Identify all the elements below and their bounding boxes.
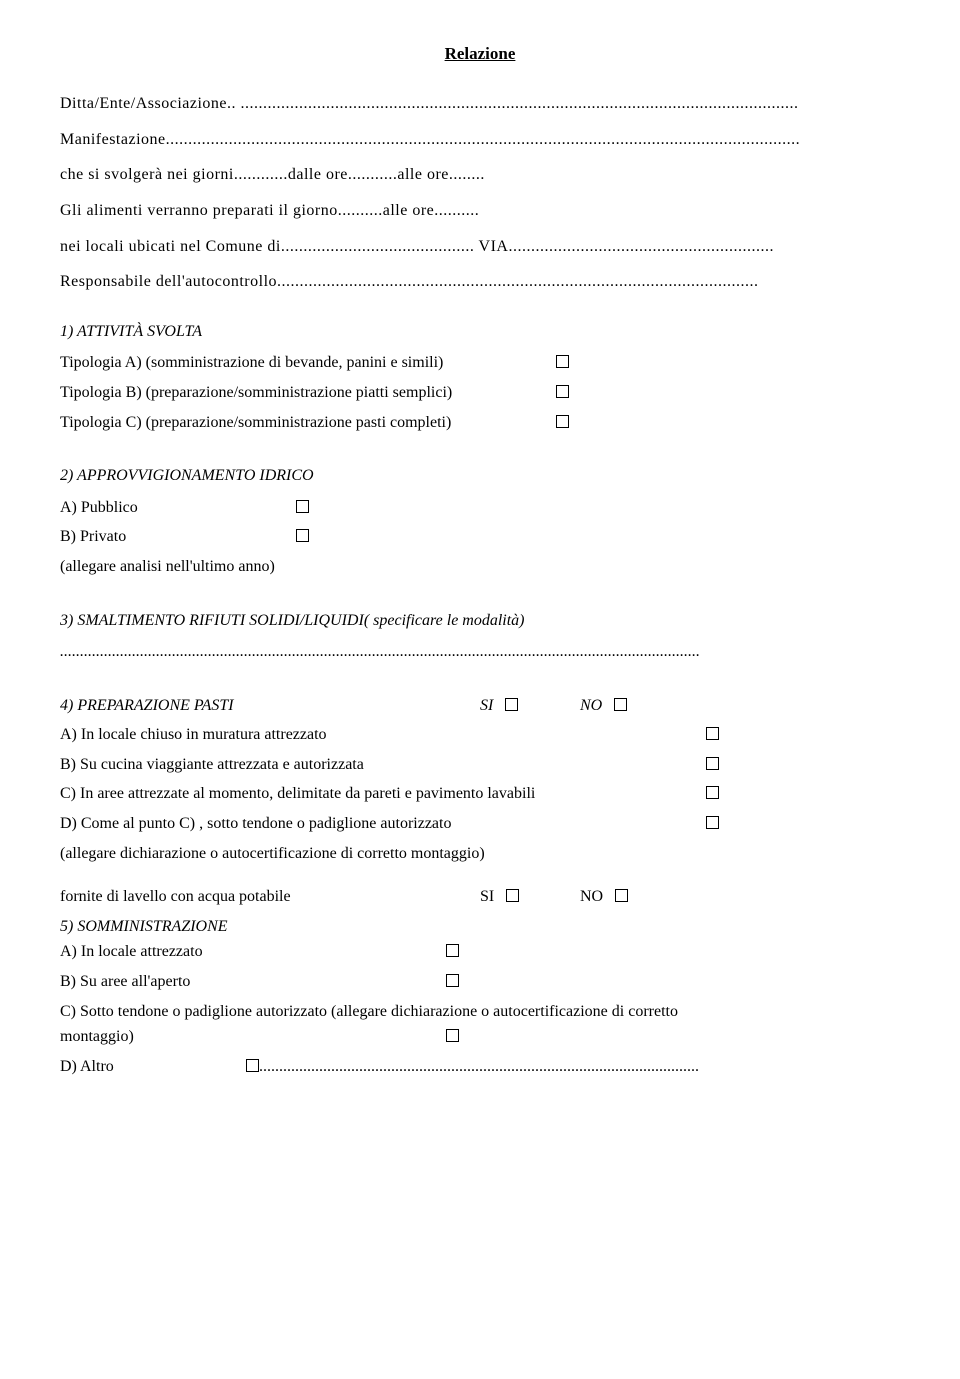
s5-option-c-checkbox[interactable] [446, 1029, 459, 1042]
s4-option-c-checkbox[interactable] [706, 786, 719, 799]
lavello-no-checkbox[interactable] [615, 889, 628, 902]
s4-option-b-checkbox[interactable] [706, 757, 719, 770]
section-4-head: 4) PREPARAZIONE PASTI [60, 693, 480, 719]
s5-option-d-label: D) Altro [60, 1054, 240, 1080]
s3-dotted-line[interactable]: ........................................… [60, 639, 900, 665]
s2-option-b-label: B) Privato [60, 524, 290, 550]
section-1-head: 1) ATTIVITÀ SVOLTA [60, 319, 900, 345]
s1-option-a-label: Tipologia A) (somministrazione di bevand… [60, 350, 550, 376]
s5-option-a-label: A) In locale attrezzato [60, 939, 440, 965]
s5-option-b-label: B) Su aree all'aperto [60, 969, 440, 995]
s2-option-a-checkbox[interactable] [296, 500, 309, 513]
s5-option-a-checkbox[interactable] [446, 944, 459, 957]
s1-option-b-checkbox[interactable] [556, 385, 569, 398]
s5-option-c-line1: C) Sotto tendone o padiglione autorizzat… [60, 999, 900, 1025]
s2-option-b-checkbox[interactable] [296, 529, 309, 542]
lavello-si-label: SI [480, 884, 494, 910]
line-ditta[interactable]: Ditta/Ente/Associazione.. ..............… [60, 91, 900, 117]
s2-option-a-label: A) Pubblico [60, 495, 290, 521]
lavello-no-label: NO [580, 884, 603, 910]
section-3-head: 3) SMALTIMENTO RIFIUTI SOLIDI/LIQUIDI( s… [60, 608, 900, 634]
s4-option-d-note: (allegare dichiarazione o autocertificaz… [60, 841, 900, 867]
s4-option-a-checkbox[interactable] [706, 727, 719, 740]
s4-option-c-label: C) In aree attrezzate al momento, delimi… [60, 781, 700, 807]
s1-option-c-checkbox[interactable] [556, 415, 569, 428]
s5-option-d-dots[interactable]: ........................................… [259, 1054, 699, 1080]
line-manifestazione[interactable]: Manifestazione..........................… [60, 127, 900, 153]
lavello-si-checkbox[interactable] [506, 889, 519, 902]
s5-option-d-checkbox[interactable] [246, 1059, 259, 1072]
s4-si-checkbox[interactable] [505, 698, 518, 711]
s1-option-a-checkbox[interactable] [556, 355, 569, 368]
s4-option-d-label: D) Come al punto C) , sotto tendone o pa… [60, 811, 700, 837]
page-title: Relazione [60, 40, 900, 67]
section-5-head: 5) SOMMINISTRAZIONE [60, 914, 900, 940]
section-2-head: 2) APPROVVIGIONAMENTO IDRICO [60, 463, 900, 489]
s4-option-d-checkbox[interactable] [706, 816, 719, 829]
s5-option-b-checkbox[interactable] [446, 974, 459, 987]
line-responsabile[interactable]: Responsabile dell'autocontrollo.........… [60, 269, 900, 295]
line-giorni[interactable]: che si svolgerà nei giorni............da… [60, 162, 900, 188]
line-alimenti[interactable]: Gli alimenti verranno preparati il giorn… [60, 198, 900, 224]
lavello-label: fornite di lavello con acqua potabile [60, 884, 480, 910]
s4-option-b-label: B) Su cucina viaggiante attrezzata e aut… [60, 752, 700, 778]
line-locali[interactable]: nei locali ubicati nel Comune di........… [60, 234, 900, 260]
s5-option-c-line2: montaggio) [60, 1024, 440, 1050]
s4-no-checkbox[interactable] [614, 698, 627, 711]
s4-option-a-label: A) In locale chiuso in muratura attrezza… [60, 722, 700, 748]
s4-si-label: SI [480, 693, 493, 719]
s1-option-c-label: Tipologia C) (preparazione/somministrazi… [60, 410, 550, 436]
s1-option-b-label: Tipologia B) (preparazione/somministrazi… [60, 380, 550, 406]
s2-note: (allegare analisi nell'ultimo anno) [60, 554, 900, 580]
s4-no-label: NO [580, 693, 602, 719]
